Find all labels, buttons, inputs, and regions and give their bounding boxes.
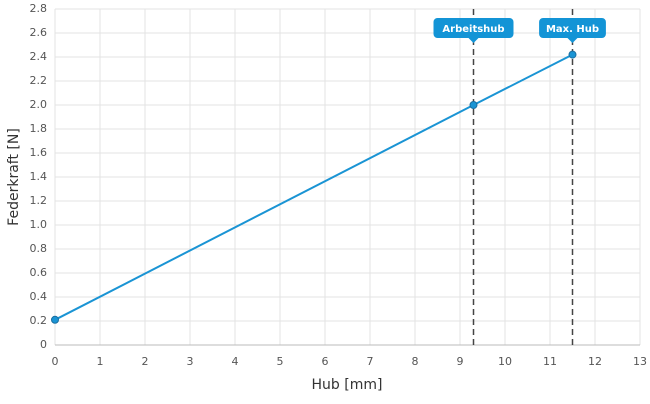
x-tick-label: 12 — [588, 355, 602, 368]
x-tick-label: 5 — [277, 355, 284, 368]
y-tick-label: 1.0 — [30, 218, 48, 231]
y-axis-label: Federkraft [N] — [6, 128, 22, 226]
point — [568, 50, 577, 59]
x-tick-label: 6 — [322, 355, 329, 368]
x-tick-label: 3 — [187, 355, 194, 368]
y-tick-label: 0.6 — [30, 266, 48, 279]
y-tick-label: 0.2 — [30, 314, 48, 327]
x-tick-label: 0 — [52, 355, 59, 368]
y-tick-label: 2.4 — [30, 50, 48, 63]
line — [54, 53, 573, 321]
y-tick-label: 2.2 — [30, 74, 48, 87]
y-tick-label: 0 — [40, 338, 47, 351]
x-axis-label: Hub [mm] — [312, 377, 383, 393]
annotation-label: Arbeitshub — [442, 24, 504, 35]
x-tick-label: 8 — [412, 355, 419, 368]
y-tick-label: 1.8 — [30, 122, 48, 135]
y-tick-label: 2.0 — [30, 98, 48, 111]
y-tick-label: 0.4 — [30, 290, 48, 303]
x-tick-label: 10 — [498, 355, 512, 368]
y-tick-label: 2.8 — [30, 2, 48, 15]
point — [469, 101, 478, 109]
x-tick-label: 1 — [97, 355, 104, 368]
annotation-box — [433, 18, 514, 43]
x-tick-label: 7 — [367, 355, 374, 368]
annotation-label: Max. Hub — [546, 24, 599, 35]
y-tick-label: 0.8 — [30, 242, 48, 255]
y-tick-label: 2.6 — [30, 26, 48, 39]
y-tick-label: 1.4 — [30, 170, 48, 183]
y-tick-label: 1.2 — [30, 194, 48, 207]
x-tick-label: 4 — [232, 355, 239, 368]
x-tick-label: 9 — [457, 355, 464, 368]
x-tick-label: 11 — [543, 355, 557, 368]
x-tick-label: 2 — [142, 355, 149, 368]
y-tick-label: 1.6 — [30, 146, 48, 159]
x-tick-label: 13 — [633, 355, 647, 368]
point — [51, 315, 59, 324]
annotation-box — [539, 18, 606, 43]
